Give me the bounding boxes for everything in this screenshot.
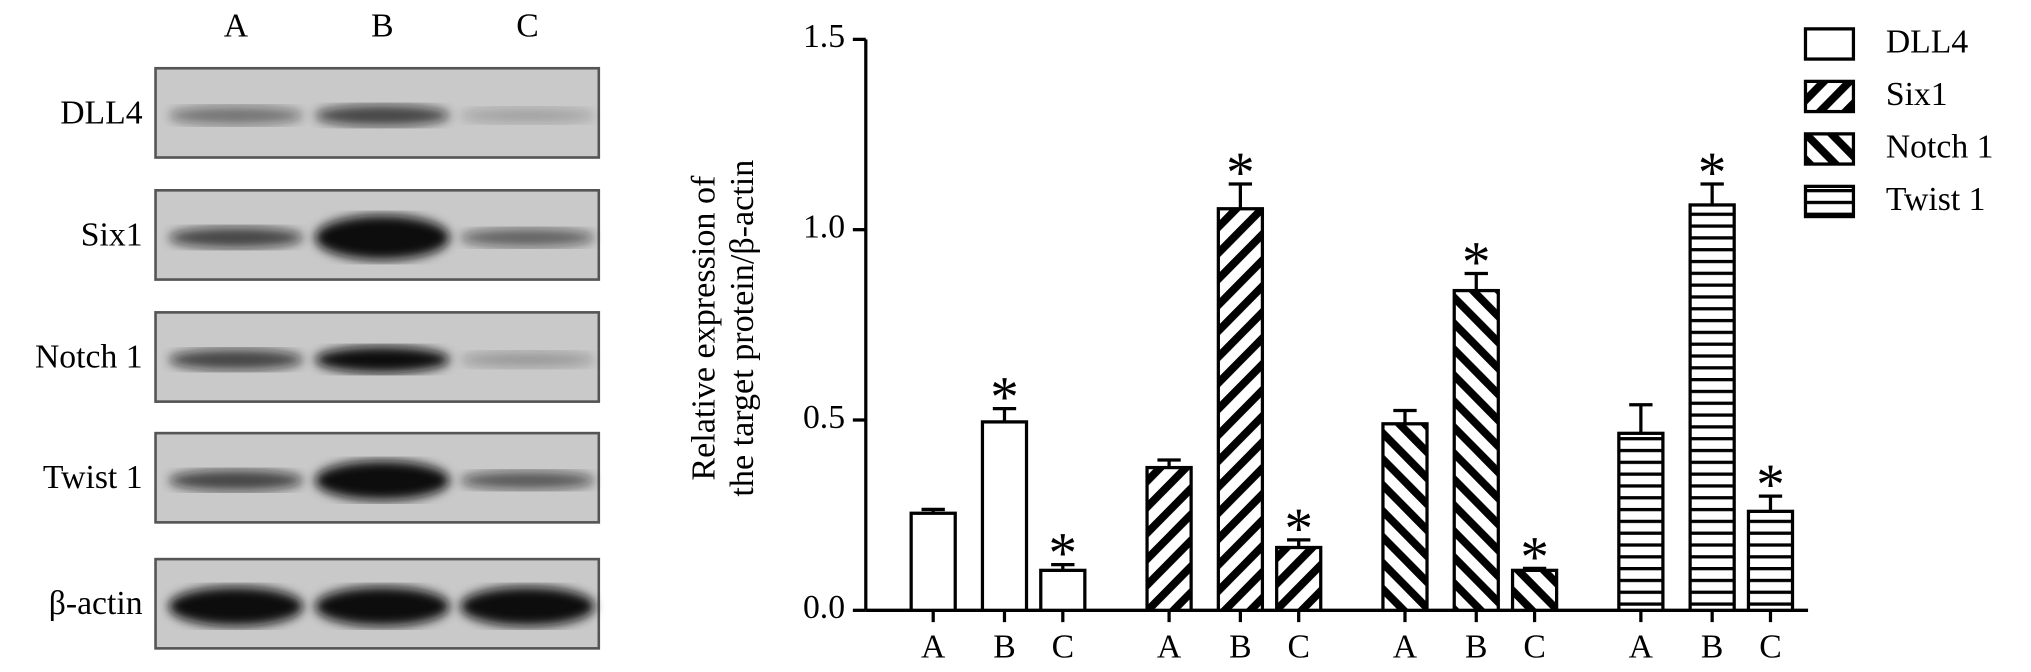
x-tick-label: A	[1157, 628, 1182, 665]
legend-swatch	[1803, 132, 1856, 166]
blot-band	[460, 228, 595, 247]
error-bar	[992, 406, 1017, 422]
significance-marker: *	[990, 366, 1019, 429]
significance-marker: *	[1049, 522, 1078, 585]
significance-marker: *	[1284, 498, 1313, 561]
bar	[1216, 207, 1265, 612]
blot-band	[460, 107, 595, 124]
x-tick-label: B	[1465, 628, 1487, 665]
legend-label: Six1	[1886, 76, 1948, 113]
bar	[1275, 545, 1323, 612]
error-bar	[1700, 182, 1724, 205]
blot-band	[168, 349, 304, 371]
blot-band	[314, 460, 450, 501]
blot-band	[168, 227, 304, 249]
error-bar	[1758, 494, 1783, 512]
y-tick-label: 0.5	[803, 399, 845, 436]
bar	[980, 420, 1029, 612]
error-bar	[1464, 271, 1488, 291]
x-tick-label: C	[1287, 628, 1309, 665]
blot-band	[314, 346, 450, 373]
legend-swatch	[1803, 79, 1856, 114]
blot-band	[314, 215, 450, 260]
blot-band	[168, 106, 304, 125]
y-axis-title-line: the target protein/β-actin	[724, 160, 761, 497]
y-tick-label: 0.0	[803, 589, 845, 626]
significance-marker: *	[1756, 454, 1785, 517]
error-bar	[1157, 458, 1181, 468]
error-bar	[1629, 403, 1653, 434]
x-tick-label: C	[1759, 628, 1781, 665]
bar	[1688, 203, 1736, 612]
x-tick-label: A	[1393, 628, 1418, 665]
significance-marker: *	[1698, 142, 1727, 205]
x-tick-label: C	[1523, 628, 1545, 665]
y-tick-label: 1.5	[803, 18, 845, 55]
legend-label: DLL4	[1886, 23, 1968, 60]
bar	[1510, 568, 1559, 612]
blot-band	[314, 586, 450, 627]
bar	[1381, 422, 1429, 612]
y-axis-title: Relative expression ofthe target protein…	[685, 160, 761, 497]
blot-column-label: A	[224, 8, 249, 45]
error-bar	[1287, 538, 1311, 548]
x-tick-label: B	[1229, 628, 1251, 665]
significance-marker: *	[1520, 526, 1549, 589]
x-tick-label: A	[1629, 628, 1654, 665]
bar	[1617, 431, 1665, 612]
error-bar	[1393, 408, 1417, 424]
y-axis-title-line: Relative expression of	[685, 175, 722, 481]
bar	[1746, 509, 1795, 612]
bar	[1452, 288, 1500, 612]
bar	[909, 511, 957, 612]
significance-marker: *	[1462, 231, 1491, 294]
x-tick-label: A	[921, 628, 946, 665]
legend-swatch	[1803, 27, 1856, 61]
y-tick-label: 1.0	[803, 208, 845, 245]
blot-row-label: Notch 1	[35, 338, 143, 375]
error-bar	[1522, 566, 1547, 571]
error-bar	[1051, 562, 1075, 571]
x-tick-label: C	[1052, 628, 1074, 665]
bar	[1145, 465, 1193, 612]
error-bar	[921, 507, 945, 514]
blot-column-label: B	[371, 8, 393, 45]
legend-swatch	[1803, 184, 1856, 219]
blot-band	[168, 469, 304, 491]
blot-column-label: C	[516, 8, 538, 45]
blot-row-label: Twist 1	[43, 459, 143, 496]
legend-label: Twist 1	[1886, 181, 1986, 218]
blot-band	[460, 351, 595, 368]
x-tick-label: B	[1701, 628, 1723, 665]
blot-band	[168, 586, 304, 627]
blot-row-label: Six1	[81, 216, 143, 253]
blot-row-label: β-actin	[49, 585, 143, 622]
blot-band	[460, 471, 595, 490]
significance-marker: *	[1226, 142, 1255, 205]
blot-row-label: DLL4	[60, 94, 142, 131]
blot-band	[314, 105, 450, 126]
blot-band	[460, 586, 595, 627]
error-bar	[1228, 182, 1253, 209]
x-tick-label: B	[993, 628, 1015, 665]
legend-label: Notch 1	[1886, 128, 1994, 165]
